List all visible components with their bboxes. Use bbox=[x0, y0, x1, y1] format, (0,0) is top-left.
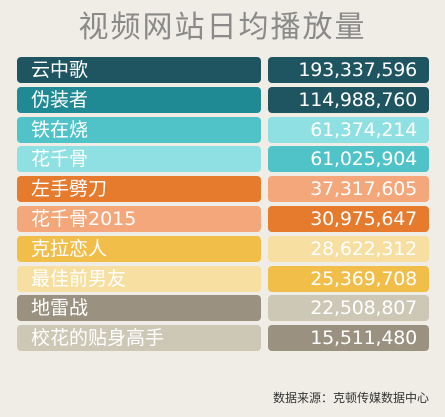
row-value-label: 30,975,647 bbox=[268, 205, 429, 232]
row-value-label: 193,337,596 bbox=[268, 57, 429, 83]
table-row: 花千骨 61,025,904 bbox=[17, 146, 429, 173]
row-value-label: 25,369,708 bbox=[268, 265, 429, 292]
row-value-label: 61,025,904 bbox=[268, 146, 429, 173]
row-value-label: 114,988,760 bbox=[268, 86, 429, 113]
table-row: 地雷战 22,508,807 bbox=[17, 295, 429, 322]
table-row: 左手劈刀 37,317,605 bbox=[17, 176, 429, 203]
row-name-label: 地雷战 bbox=[17, 295, 261, 322]
table-row: 云中歌 193,337,596 bbox=[17, 57, 429, 83]
chart-title: 视频网站日均播放量 bbox=[78, 10, 367, 45]
table-row: 校花的贴身高手 15,511,480 bbox=[17, 325, 429, 352]
row-value-label: 28,622,312 bbox=[268, 235, 429, 262]
row-name-label: 校花的贴身高手 bbox=[17, 325, 261, 352]
row-value-label: 61,374,214 bbox=[268, 116, 429, 143]
table-row: 最佳前男友 25,369,708 bbox=[17, 265, 429, 292]
row-name-label: 花千骨 bbox=[17, 146, 261, 173]
row-name-label: 铁在烧 bbox=[17, 116, 261, 143]
table-row: 伪装者 114,988,760 bbox=[17, 86, 429, 113]
table-row: 花千骨2015 30,975,647 bbox=[17, 205, 429, 232]
row-name-label: 伪装者 bbox=[17, 86, 261, 113]
ranking-table: 云中歌 193,337,596 伪装者 114,988,760 铁在烧 61,374,21… bbox=[17, 57, 429, 355]
table-row: 克拉恋人 28,622,312 bbox=[17, 235, 429, 262]
row-value-label: 37,317,605 bbox=[268, 176, 429, 203]
row-name-label: 云中歌 bbox=[17, 57, 261, 83]
data-source-note: 数据来源：克顿传媒数据中心 bbox=[272, 391, 429, 405]
row-name-label: 花千骨2015 bbox=[17, 205, 261, 232]
row-value-label: 22,508,807 bbox=[268, 295, 429, 322]
row-name-label: 克拉恋人 bbox=[17, 235, 261, 262]
row-name-label: 左手劈刀 bbox=[17, 176, 261, 203]
row-value-label: 15,511,480 bbox=[268, 325, 429, 352]
row-name-label: 最佳前男友 bbox=[17, 265, 261, 292]
table-row: 铁在烧 61,374,214 bbox=[17, 116, 429, 143]
